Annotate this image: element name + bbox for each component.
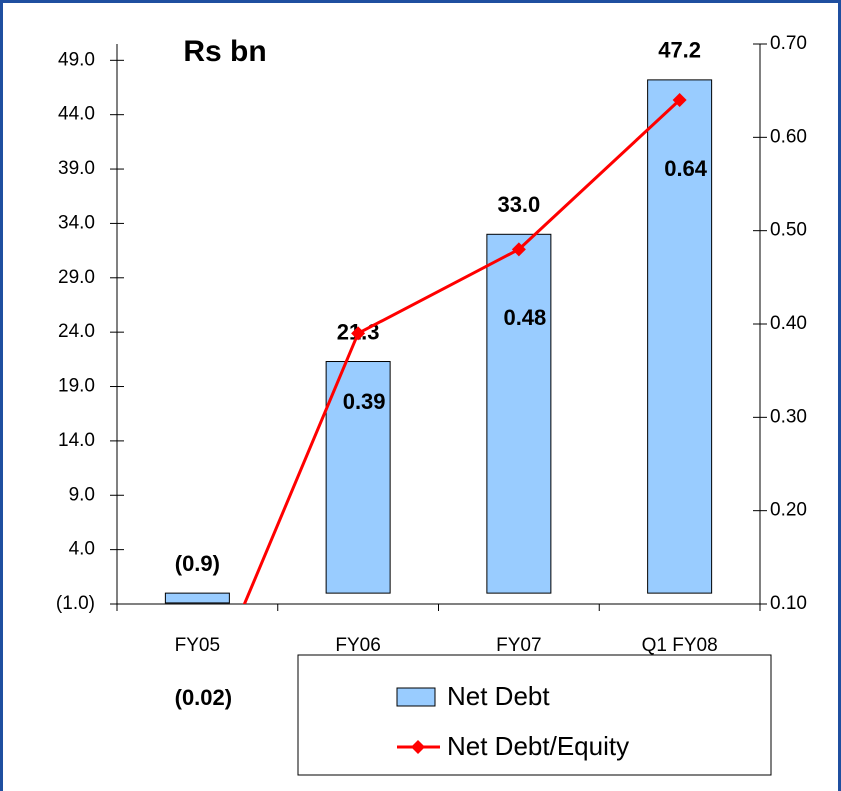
line-value-label: 0.48	[503, 305, 546, 330]
x-tick-label: FY06	[335, 635, 380, 656]
x-tick-label: FY05	[175, 635, 220, 656]
line	[242, 98, 681, 604]
y2-tick-label: 0.20	[770, 500, 807, 521]
y2-tick-label: 0.70	[770, 33, 807, 54]
line-group	[242, 93, 687, 604]
y-tick-label: 29.0	[58, 267, 95, 288]
line-value-label: (0.02)	[175, 685, 232, 710]
chart-title: Rs bn	[183, 35, 266, 68]
y-tick-label: 9.0	[69, 484, 95, 505]
x-tick-label: FY07	[496, 635, 541, 656]
line-value-label: 0.39	[343, 389, 386, 414]
y-tick-label: 4.0	[69, 539, 95, 560]
legend-label: Net Debt	[447, 681, 550, 711]
y2-tick-label: 0.10	[770, 593, 807, 614]
y-tick-label: 19.0	[58, 376, 95, 397]
line-marker	[511, 242, 526, 257]
y-tick-label: 24.0	[58, 321, 95, 342]
line-marker	[672, 93, 687, 107]
y2-tick-label: 0.60	[770, 126, 807, 147]
line-marker	[351, 326, 366, 341]
legend	[297, 654, 772, 776]
bar	[486, 233, 552, 594]
y-tick-label: 39.0	[58, 158, 95, 179]
y-tick-label: 34.0	[58, 212, 95, 233]
bar	[647, 79, 713, 594]
y2-tick-label: 0.50	[770, 220, 807, 241]
legend-label: Net Debt/Equity	[447, 731, 629, 761]
y-tick-label: 14.0	[58, 430, 95, 451]
bar-value-label: 47.2	[658, 38, 701, 63]
y2-tick-label: 0.30	[770, 406, 807, 427]
legend-swatch	[396, 687, 436, 707]
x-tick-label: Q1 FY08	[642, 635, 718, 656]
y-tick-label: (1.0)	[56, 593, 95, 614]
bar	[164, 592, 230, 604]
y-tick-label: 49.0	[58, 49, 95, 70]
legend-marker	[411, 740, 425, 754]
bar	[325, 361, 391, 594]
y2-tick-label: 0.40	[770, 313, 807, 334]
bar-value-label: 33.0	[497, 192, 540, 217]
bar-value-label: (0.9)	[175, 551, 220, 576]
y-tick-label: 44.0	[58, 104, 95, 125]
line-value-label: 0.64	[664, 156, 708, 181]
